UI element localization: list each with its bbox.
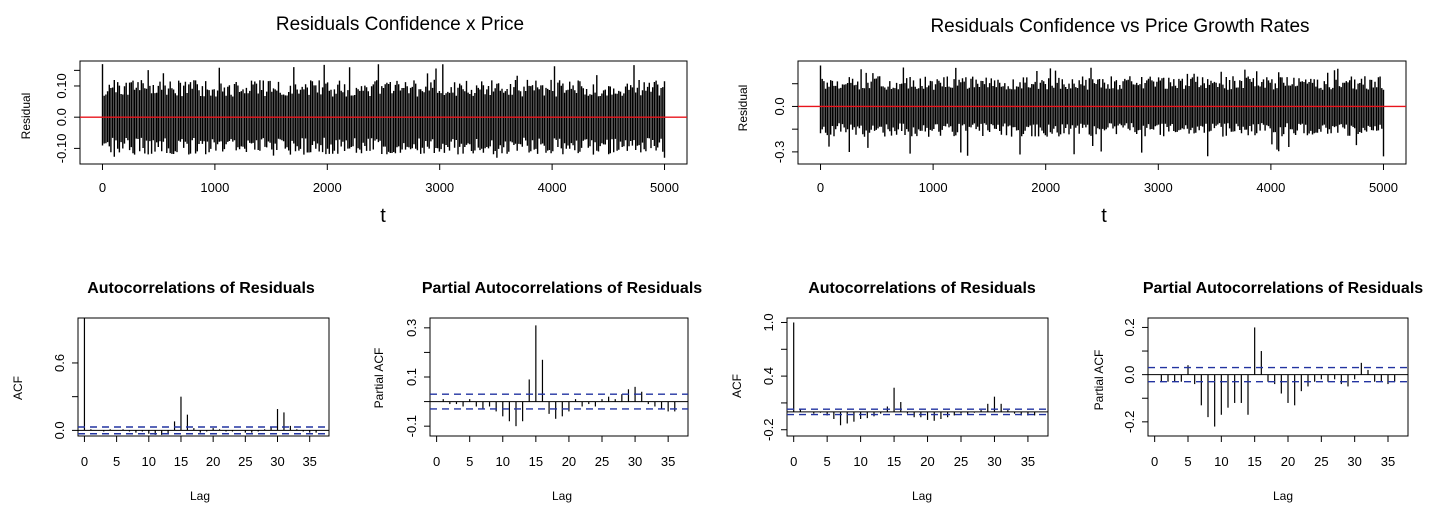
x-tick-label: 0 xyxy=(790,454,797,469)
y-tick-label: 0.10 xyxy=(54,73,69,98)
chart-pacf-growth: Partial Autocorrelations of Residuals 0 5… xyxy=(1092,280,1423,503)
y-tick-label: 0.3 xyxy=(404,319,419,337)
chart-residuals-growth: Residuals Confidence vs Price Growth Rat… xyxy=(736,16,1407,227)
x-tick-label: 20 xyxy=(1281,454,1295,469)
x-tick-label: 10 xyxy=(142,454,156,469)
y-tick-label: 1.0 xyxy=(761,313,776,331)
x-tick-label: 20 xyxy=(920,454,934,469)
plot-area: 0 5 10 15 20 25 30 35 0.0 0.6 xyxy=(52,317,330,469)
y-tick-label: 0.0 xyxy=(1122,366,1137,384)
x-tick-label: 15 xyxy=(887,454,901,469)
chart-acf-price: Autocorrelations of Residuals 0 5 10 15 20 25… xyxy=(11,280,330,503)
x-tick-label: 25 xyxy=(595,454,609,469)
y-tick-label: -0.2 xyxy=(761,419,776,441)
x-axis-label: Lag xyxy=(912,489,932,503)
y-axis-label: Partial ACF xyxy=(372,348,386,409)
y-tick-label: 0.0 xyxy=(52,421,67,439)
y-axis-label: Residual xyxy=(736,85,750,132)
x-tick-label: 35 xyxy=(1381,454,1395,469)
chart-title: Partial Autocorrelations of Residuals xyxy=(1143,280,1423,297)
x-tick-label: 3000 xyxy=(425,180,454,195)
x-tick-label: 20 xyxy=(206,454,220,469)
plot-frame xyxy=(77,317,330,437)
x-tick-label: 5 xyxy=(824,454,831,469)
x-tick-label: 2000 xyxy=(1031,180,1060,195)
chart-residuals-price: Residuals Confidence x Price 0 1000 2000 30… xyxy=(19,14,688,227)
x-tick-label: 35 xyxy=(661,454,675,469)
x-tick-label: 25 xyxy=(1314,454,1328,469)
x-tick-label: 5 xyxy=(466,454,473,469)
x-tick-label: 0 xyxy=(81,454,88,469)
y-axis-label: Residual xyxy=(19,93,33,140)
x-tick-label: 0 xyxy=(1151,454,1158,469)
plot-area: 0 5 10 15 20 25 30 35 -0.1 0.1 0.3 xyxy=(404,317,689,469)
x-axis-label: t xyxy=(1101,205,1107,227)
x-tick-label: 0 xyxy=(99,180,106,195)
x-tick-label: 2000 xyxy=(313,180,342,195)
x-axis-label: Lag xyxy=(552,489,572,503)
plot-area: 0 5 10 15 20 25 30 35 -0.2 0.4 1.0 xyxy=(761,313,1049,469)
x-tick-label: 30 xyxy=(1347,454,1361,469)
x-tick-label: 20 xyxy=(562,454,576,469)
x-tick-label: 1000 xyxy=(919,180,948,195)
y-tick-label: 0.2 xyxy=(1122,318,1137,336)
y-tick-label: -0.3 xyxy=(772,141,787,163)
x-axis-label: Lag xyxy=(190,489,210,503)
x-tick-label: 3000 xyxy=(1144,180,1173,195)
x-tick-label: 4000 xyxy=(538,180,567,195)
series-line xyxy=(101,64,666,158)
y-tick-label: 0.0 xyxy=(54,108,69,126)
x-tick-label: 30 xyxy=(270,454,284,469)
x-tick-label: 1000 xyxy=(200,180,229,195)
y-axis-label: ACF xyxy=(11,376,25,400)
y-tick-label: 0.4 xyxy=(761,367,776,385)
x-tick-label: 10 xyxy=(496,454,510,469)
y-axis-label: ACF xyxy=(730,374,744,398)
x-tick-label: 35 xyxy=(1021,454,1035,469)
plot-frame xyxy=(786,317,1049,437)
x-tick-label: 10 xyxy=(1214,454,1228,469)
x-tick-label: 0 xyxy=(433,454,440,469)
chart-acf-growth: Autocorrelations of Residuals 0 5 10 15 20 25… xyxy=(730,280,1049,503)
plot-frame xyxy=(1147,317,1409,437)
plot-area: 0 5 10 15 20 25 30 35 -0.2 0.0 0.2 xyxy=(1122,317,1409,469)
x-axis-label: Lag xyxy=(1273,489,1293,503)
x-tick-label: 30 xyxy=(628,454,642,469)
x-tick-label: 5 xyxy=(1184,454,1191,469)
x-tick-label: 30 xyxy=(987,454,1001,469)
y-tick-label: 0.1 xyxy=(404,368,419,386)
chart-title: Autocorrelations of Residuals xyxy=(808,280,1036,297)
x-tick-label: 5 xyxy=(113,454,120,469)
plot-frame xyxy=(429,317,689,437)
x-axis-label: t xyxy=(380,205,386,227)
x-tick-label: 5000 xyxy=(650,180,679,195)
plot-frame xyxy=(797,60,1407,165)
x-tick-label: 4000 xyxy=(1256,180,1285,195)
series-line xyxy=(819,65,1385,157)
chart-pacf-price: Partial Autocorrelations of Residuals 0 5… xyxy=(372,280,702,503)
x-tick-label: 25 xyxy=(954,454,968,469)
y-tick-label: -0.2 xyxy=(1122,411,1137,433)
x-tick-label: 15 xyxy=(529,454,543,469)
x-tick-label: 35 xyxy=(302,454,316,469)
x-tick-label: 10 xyxy=(853,454,867,469)
chart-title: Partial Autocorrelations of Residuals xyxy=(422,280,702,297)
y-tick-label: 0.0 xyxy=(772,97,787,115)
chart-title: Residuals Confidence vs Price Growth Rat… xyxy=(930,16,1309,37)
x-tick-label: 25 xyxy=(238,454,252,469)
plot-area: 0 1000 2000 3000 4000 5000 -0.10 0.0 0.10 xyxy=(54,60,688,195)
y-tick-label: 0.6 xyxy=(52,354,67,372)
plot-area: 0 1000 2000 3000 4000 5000 -0.3 0.0 xyxy=(772,60,1407,195)
x-tick-label: 5000 xyxy=(1369,180,1398,195)
x-tick-label: 15 xyxy=(1247,454,1261,469)
x-tick-label: 15 xyxy=(174,454,188,469)
plot-frame xyxy=(79,60,688,165)
x-tick-label: 0 xyxy=(817,180,824,195)
y-tick-label: -0.1 xyxy=(404,415,419,437)
y-tick-label: -0.10 xyxy=(54,134,69,164)
y-axis-label: Partial ACF xyxy=(1092,350,1106,411)
chart-title: Autocorrelations of Residuals xyxy=(87,280,315,297)
chart-title: Residuals Confidence x Price xyxy=(276,14,524,35)
